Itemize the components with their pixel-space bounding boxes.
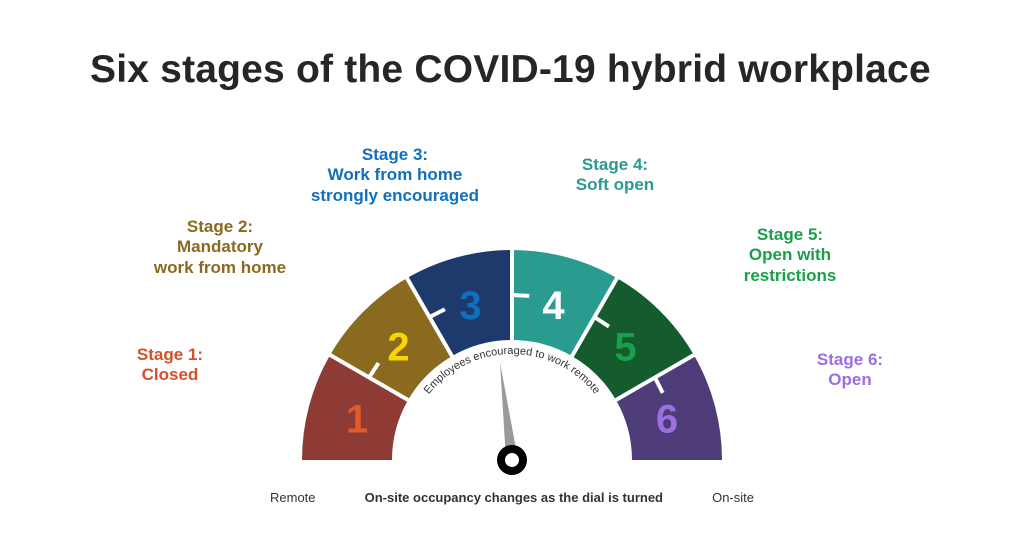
gauge-number-5: 5 — [614, 326, 636, 370]
gauge-number-2: 2 — [387, 326, 409, 370]
axis: Remote On-site occupancy changes as the … — [270, 490, 754, 505]
stage-label-4: Stage 4:Soft open — [576, 155, 654, 196]
gauge-number-1: 1 — [346, 397, 368, 441]
stage-label-3: Stage 3:Work from homestrongly encourage… — [311, 145, 479, 206]
axis-left: Remote — [270, 490, 316, 505]
gauge-number-4: 4 — [542, 284, 565, 328]
gauge: 123456Employees encouraged to work remot… — [262, 200, 762, 500]
axis-caption: On-site occupancy changes as the dial is… — [365, 490, 663, 505]
stage-label-6: Stage 6:Open — [817, 350, 883, 391]
page-title: Six stages of the COVID-19 hybrid workpl… — [90, 48, 931, 92]
axis-right: On-site — [712, 490, 754, 505]
stage-label-1: Stage 1:Closed — [137, 345, 203, 386]
gauge-number-3: 3 — [459, 284, 481, 328]
gauge-number-6: 6 — [656, 397, 678, 441]
